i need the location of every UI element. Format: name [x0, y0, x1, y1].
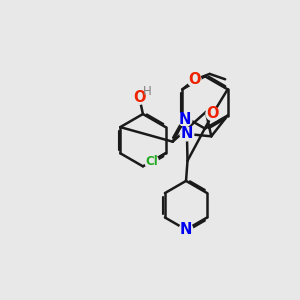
Circle shape	[180, 127, 194, 141]
Text: H: H	[142, 85, 151, 98]
Text: N: N	[181, 127, 193, 142]
Text: Cl: Cl	[145, 155, 158, 168]
Circle shape	[179, 223, 193, 236]
Circle shape	[133, 91, 146, 104]
Text: O: O	[188, 72, 200, 87]
Circle shape	[178, 112, 192, 126]
Circle shape	[188, 73, 201, 87]
Text: O: O	[133, 90, 145, 105]
Text: N: N	[179, 112, 191, 127]
Text: N: N	[180, 222, 192, 237]
Circle shape	[206, 107, 220, 121]
Circle shape	[145, 155, 158, 168]
Text: O: O	[206, 106, 219, 121]
Circle shape	[141, 86, 152, 97]
